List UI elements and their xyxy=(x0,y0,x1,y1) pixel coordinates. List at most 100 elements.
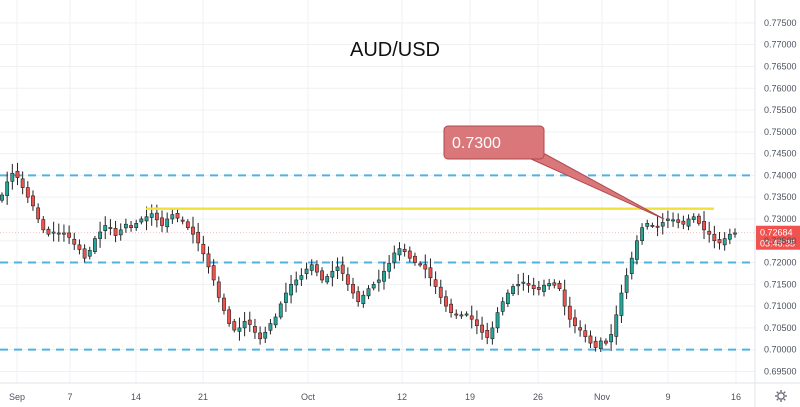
candle xyxy=(144,206,149,231)
candle xyxy=(289,274,293,304)
candle xyxy=(294,271,299,293)
candle-body xyxy=(371,284,376,289)
candle-body xyxy=(418,263,423,266)
candle xyxy=(31,190,35,211)
candle xyxy=(170,209,175,224)
candle-body xyxy=(51,231,56,234)
candle-body xyxy=(77,244,82,250)
candle-body xyxy=(31,195,35,207)
candle-body xyxy=(578,327,583,331)
candle-body xyxy=(366,288,371,297)
candle xyxy=(25,181,30,203)
candle-body xyxy=(325,276,330,283)
candle xyxy=(314,260,319,277)
gear-ring xyxy=(777,392,785,400)
candle-body xyxy=(345,274,350,285)
candle xyxy=(665,210,670,229)
candle-body xyxy=(284,292,288,303)
candle xyxy=(438,279,443,305)
candle-body xyxy=(490,327,495,340)
candle-body xyxy=(547,283,552,287)
candle-body xyxy=(521,281,526,284)
y-tick-label: 0.75500 xyxy=(764,105,797,115)
settings-gear-icon[interactable] xyxy=(775,390,787,402)
candle-body xyxy=(387,263,392,272)
candle-body xyxy=(144,216,149,222)
candle-body xyxy=(402,248,407,252)
y-tick-label: 0.76500 xyxy=(764,61,797,71)
candle xyxy=(41,216,46,234)
y-tick-label: 0.70500 xyxy=(764,323,797,333)
candle xyxy=(676,213,681,229)
candle xyxy=(366,285,371,300)
candle xyxy=(258,326,262,345)
candle-body xyxy=(619,292,624,316)
candle xyxy=(284,282,288,312)
y-tick-label: 0.70000 xyxy=(764,345,797,355)
candle xyxy=(56,223,61,242)
candle-body xyxy=(567,305,572,320)
candle-body xyxy=(485,329,490,338)
candle-body xyxy=(459,314,464,317)
candle-body xyxy=(289,284,293,296)
candle xyxy=(113,220,118,243)
candle xyxy=(423,254,428,279)
candle xyxy=(495,307,500,333)
candle xyxy=(567,296,572,328)
candle xyxy=(325,273,330,285)
candle xyxy=(196,222,201,252)
candle xyxy=(402,243,407,257)
candle xyxy=(521,272,526,291)
candle-body xyxy=(449,303,453,313)
candle-body xyxy=(0,194,4,201)
candle-body xyxy=(134,223,139,228)
candle xyxy=(640,223,644,245)
candle-body xyxy=(314,264,319,273)
candle-body xyxy=(542,284,546,292)
candle-body xyxy=(93,238,97,252)
candle xyxy=(671,212,675,227)
candle xyxy=(191,216,195,244)
candle-body xyxy=(562,289,567,307)
candle-body xyxy=(304,268,309,274)
y-tick-label: 0.69500 xyxy=(764,366,797,376)
candle xyxy=(433,271,438,295)
candle-body xyxy=(629,257,634,274)
candle xyxy=(552,279,557,289)
candle-body xyxy=(129,225,133,228)
last-price-tag xyxy=(756,225,800,250)
candle xyxy=(72,232,77,251)
candle-body xyxy=(25,187,30,198)
candle-body xyxy=(665,218,670,221)
candle xyxy=(232,318,237,333)
candle-body xyxy=(588,335,593,344)
candle xyxy=(598,337,603,353)
candle xyxy=(485,322,490,345)
candle-body xyxy=(175,213,180,219)
candle xyxy=(103,216,108,240)
candle-body xyxy=(222,297,226,311)
candle-body xyxy=(191,226,195,235)
candle-body xyxy=(423,264,428,270)
x-tick-label: Sep xyxy=(9,392,25,402)
candle xyxy=(702,211,706,240)
candle xyxy=(371,281,376,291)
candle xyxy=(36,203,41,224)
candle-body xyxy=(258,332,262,340)
candle-body xyxy=(640,227,644,242)
candle xyxy=(46,226,51,237)
candle xyxy=(82,244,87,263)
candles xyxy=(0,162,737,353)
x-tick-label: Nov xyxy=(594,392,611,402)
candle-body xyxy=(397,248,402,256)
candle-body xyxy=(10,172,15,182)
candle-body xyxy=(56,232,61,235)
y-tick-label: 0.74000 xyxy=(764,170,797,180)
candle-body xyxy=(557,282,562,289)
candle xyxy=(51,221,56,242)
chart-title: AUD/USD xyxy=(350,39,440,61)
candle-body xyxy=(227,309,232,324)
candle xyxy=(562,279,567,316)
y-tick-label: 0.71000 xyxy=(764,301,797,311)
candle xyxy=(216,276,221,303)
